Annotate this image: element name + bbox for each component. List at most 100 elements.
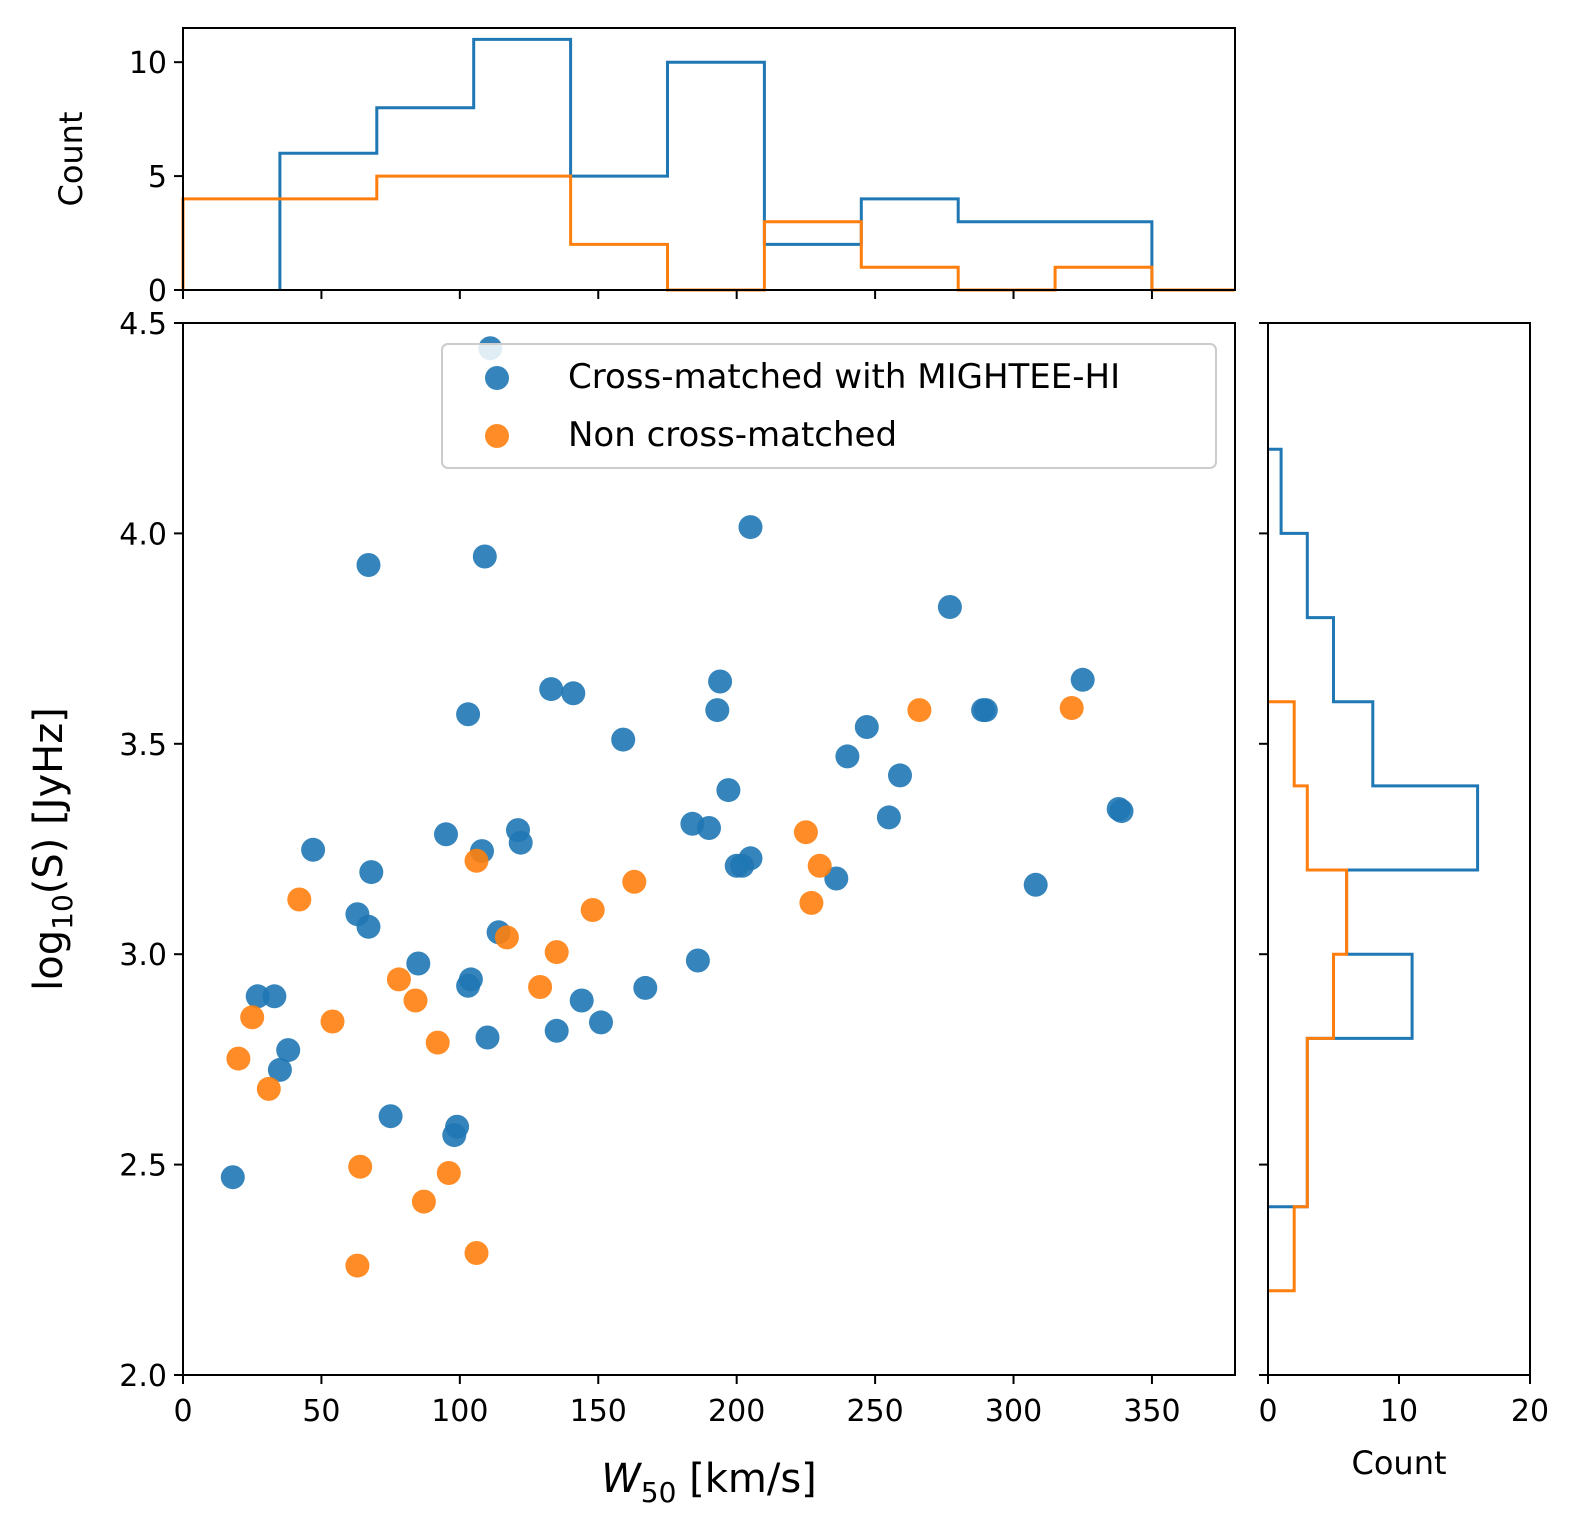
right-x-tick-label-20: 20	[1511, 1394, 1549, 1429]
point-non-cross-matched-13	[403, 988, 428, 1013]
point-non-cross-matched-8	[580, 898, 605, 922]
top-y-tick-label-5: 5	[148, 160, 167, 195]
xlabel-unit: [km/s]	[689, 1456, 817, 1502]
point-cross-matched-7	[708, 669, 733, 694]
point-cross-matched-14	[854, 715, 879, 739]
x-tick-label-50: 50	[302, 1394, 340, 1429]
point-non-cross-matched-7	[799, 890, 824, 915]
point-cross-matched-10	[705, 698, 730, 723]
x-tick-label-300: 300	[985, 1394, 1042, 1429]
point-cross-matched-22	[697, 816, 721, 840]
point-non-cross-matched-20	[436, 1161, 461, 1185]
point-cross-matched-35	[356, 914, 381, 939]
scatter-ylabel: log10(S) [JyHz]	[26, 707, 79, 991]
point-non-cross-matched-4	[464, 848, 489, 873]
legend-marker-cross-matched	[485, 366, 509, 390]
point-cross-matched-4	[937, 595, 962, 619]
point-cross-matched-32	[824, 866, 849, 891]
point-cross-matched-40	[456, 973, 481, 998]
point-cross-matched-16	[888, 763, 912, 788]
point-cross-matched-44	[569, 988, 594, 1013]
top-histogram-panel: 0 5 10 Count	[52, 27, 1236, 309]
ylabel-suffix: (S) [JyHz]	[26, 707, 72, 894]
point-non-cross-matched-2	[793, 820, 818, 845]
scatter-xlabel: W50 [km/s]	[601, 1456, 817, 1509]
point-cross-matched-3	[472, 544, 497, 569]
right-x-tick-label-10: 10	[1380, 1394, 1418, 1429]
point-non-cross-matched-12	[528, 975, 553, 999]
point-cross-matched-19	[1109, 799, 1134, 824]
point-non-cross-matched-23	[345, 1253, 370, 1278]
right-histogram-steps	[1268, 447, 1480, 1293]
point-non-cross-matched-6	[287, 887, 312, 912]
point-non-cross-matched-16	[425, 1030, 450, 1055]
point-cross-matched-49	[267, 1057, 292, 1082]
point-cross-matched-20	[876, 805, 901, 830]
point-non-cross-matched-15	[320, 1009, 345, 1034]
top-y-tick-label-10: 10	[129, 46, 167, 81]
top-y-tick-label-0: 0	[148, 274, 167, 309]
point-cross-matched-53	[220, 1165, 245, 1190]
y-tick-label-2.0: 2.0	[119, 1359, 167, 1394]
point-cross-matched-9	[456, 702, 481, 727]
point-cross-matched-6	[561, 681, 586, 706]
scatter-ticks: 0 50 100 150 200 250 300 350 2.0 2.5 3.0 3.5 4.0 4.5	[119, 307, 1180, 1429]
point-cross-matched-52	[442, 1123, 467, 1148]
point-cross-matched-25	[434, 822, 458, 847]
right-histogram-xlabel: Count	[1351, 1444, 1446, 1482]
right-x-tick-label-0: 0	[1258, 1394, 1277, 1429]
ylabel-subscript: 10	[46, 894, 79, 930]
right-hist-non-cross-matched	[1268, 700, 1349, 1293]
point-non-cross-matched-19	[348, 1154, 373, 1179]
xlabel-symbol: W	[601, 1456, 642, 1502]
xlabel-subscript: 50	[641, 1476, 677, 1509]
scatter-panel: 0 50 100 150 200 250 300 3502.02.53.03.54.04.5 …	[26, 307, 1236, 1509]
point-cross-matched-5	[539, 677, 564, 702]
y-tick-label-4.5: 4.5	[119, 307, 167, 342]
point-cross-matched-41	[633, 975, 658, 1000]
point-non-cross-matched-22	[464, 1241, 489, 1265]
legend-marker-non-cross-matched	[485, 424, 509, 448]
x-tick-label-0: 0	[173, 1394, 192, 1429]
point-cross-matched-33	[1023, 872, 1048, 897]
point-non-cross-matched-14	[240, 1005, 265, 1030]
top-histogram-steps	[181, 37, 1235, 292]
legend: Cross-matched with MIGHTEE-HI Non cross-…	[441, 343, 1217, 469]
legend-box	[441, 343, 1217, 469]
point-non-cross-matched-18	[256, 1076, 281, 1101]
point-cross-matched-13	[611, 727, 636, 752]
point-cross-matched-47	[475, 1025, 500, 1050]
point-cross-matched-48	[276, 1038, 301, 1063]
point-cross-matched-42	[245, 984, 270, 1009]
point-non-cross-matched-10	[544, 940, 569, 965]
point-non-cross-matched-11	[386, 967, 411, 992]
x-tick-label-350: 350	[1123, 1394, 1180, 1429]
point-cross-matched-27	[301, 837, 326, 862]
y-tick-label-3.0: 3.0	[119, 938, 167, 973]
top-hist-cross-matched	[278, 37, 1154, 290]
point-cross-matched-24	[508, 830, 533, 855]
scatter-frame	[182, 322, 1236, 1376]
y-tick-label-2.5: 2.5	[119, 1149, 167, 1184]
x-tick-label-100: 100	[431, 1394, 488, 1429]
point-non-cross-matched-21	[411, 1189, 436, 1214]
point-cross-matched-8	[1070, 667, 1095, 692]
point-cross-matched-43	[262, 984, 287, 1009]
top-histogram-frame	[182, 27, 1236, 291]
y-tick-label-4.0: 4.0	[119, 517, 167, 552]
point-non-cross-matched-17	[226, 1046, 251, 1071]
point-cross-matched-12	[973, 698, 998, 723]
point-cross-matched-31	[359, 860, 384, 885]
top-histogram-ticks: 0 5 10	[129, 46, 1153, 309]
ylabel-prefix: log	[26, 930, 72, 991]
x-tick-label-150: 150	[570, 1394, 627, 1429]
point-cross-matched-38	[406, 951, 431, 976]
right-histogram-panel: 0 10 20 Count	[1258, 322, 1549, 1482]
top-hist-non-cross-matched	[181, 174, 1235, 292]
point-non-cross-matched-9	[494, 925, 519, 950]
top-histogram-ylabel: Count	[52, 111, 90, 206]
point-cross-matched-46	[544, 1018, 569, 1043]
point-non-cross-matched-3	[807, 853, 832, 878]
right-hist-cross-matched	[1268, 447, 1480, 1209]
